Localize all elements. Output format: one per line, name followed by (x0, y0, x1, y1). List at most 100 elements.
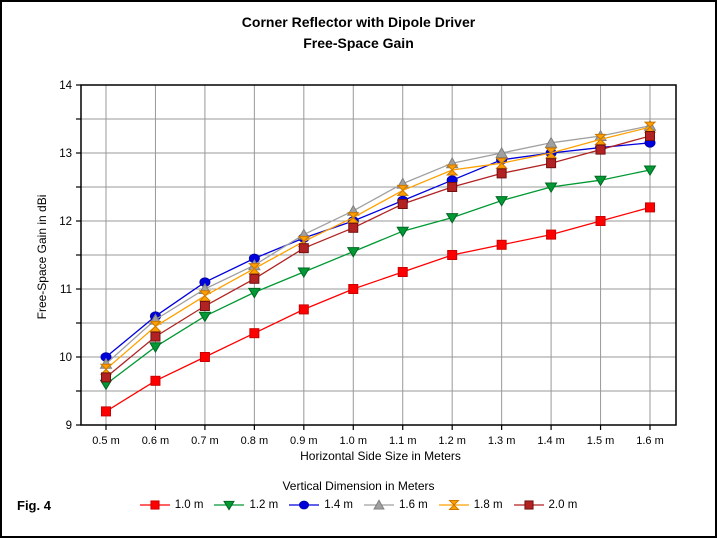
y-tick-label: 9 (66, 420, 72, 432)
square-marker (447, 250, 458, 260)
figure-label: Fig. 4 (17, 498, 51, 513)
triangle-down-marker (445, 213, 459, 224)
triangle-down-marker (544, 182, 558, 194)
legend-marker (513, 500, 544, 510)
legend-label: 1.6 m (399, 499, 428, 511)
square-marker (595, 144, 606, 155)
x-tick-label: 1.4 m (537, 435, 565, 447)
x-tick-label: 0.7 m (191, 435, 219, 447)
triangle-down-marker (198, 311, 212, 323)
square-marker (348, 284, 359, 294)
series-1-4-m (100, 138, 656, 362)
square-marker (101, 372, 111, 383)
square-marker (249, 328, 260, 339)
square-marker (496, 168, 507, 179)
y-tick-label: 11 (60, 284, 72, 296)
y-tick-label: 13 (59, 148, 72, 160)
series-line (105, 125, 651, 365)
square-marker (595, 216, 606, 226)
square-marker (546, 158, 557, 169)
triangle-down-marker (223, 500, 236, 511)
y-tick-label: 14 (59, 80, 72, 92)
square-marker (298, 304, 309, 315)
bowtie-marker (495, 157, 508, 169)
x-tick-label: 1.5 m (587, 435, 615, 447)
legend-title: Vertical Dimension in Meters (282, 479, 435, 493)
triangle-down-marker (594, 175, 607, 187)
series-line (105, 169, 651, 385)
square-marker (298, 243, 309, 254)
bowtie-marker (149, 320, 162, 332)
square-marker (199, 352, 210, 362)
triangle-down-marker (247, 287, 261, 299)
legend-item-1-8-m: 1.8 m (438, 498, 503, 512)
square-marker (645, 131, 655, 141)
legend-marker (214, 500, 245, 511)
triangle-up-marker (373, 499, 385, 510)
bowtie-marker (544, 147, 558, 159)
square-marker (645, 202, 655, 213)
square-marker (397, 267, 408, 277)
x-tick-label: 1.1 m (389, 435, 417, 447)
bowtie-marker (396, 184, 409, 196)
series-line (105, 126, 651, 370)
series-1-8-m (99, 121, 657, 375)
legend-marker (139, 500, 170, 510)
triangle-down-marker (643, 165, 657, 177)
triangle-down-marker (297, 267, 311, 279)
legend-item-1-6-m: 1.6 m (364, 498, 428, 512)
series-line (105, 135, 651, 378)
series-1-2-m (99, 165, 657, 391)
x-tick-label: 0.9 m (290, 435, 318, 447)
triangle-down-marker (396, 226, 410, 238)
bowtie-marker (248, 263, 261, 275)
square-marker (397, 199, 408, 209)
legend-label: 1.4 m (324, 499, 353, 511)
chart-subtitle: Free-Space Gain (303, 35, 414, 51)
square-marker (150, 375, 161, 386)
triangle-down-marker (149, 342, 162, 353)
legend: 1.0 m 1.2 m 1.4 m 1.6 m 1.8 m 2.0 m (2, 496, 715, 514)
x-tick-label: 1.3 m (488, 435, 516, 447)
x-axis-title: Horizontal Side Size in Meters (300, 449, 461, 463)
bowtie-marker (448, 500, 460, 510)
legend-item-2-0-m: 2.0 m (513, 498, 578, 512)
series-1-0-m (101, 202, 655, 417)
bowtie-marker (594, 133, 607, 145)
square-marker (249, 273, 260, 284)
x-tick-label: 0.8 m (241, 435, 269, 447)
x-tick-label: 1.2 m (438, 435, 466, 447)
square-marker (523, 500, 534, 510)
legend-item-1-2-m: 1.2 m (214, 498, 278, 512)
legend-marker (364, 499, 394, 510)
bowtie-marker (445, 164, 459, 176)
triangle-down-marker (495, 196, 509, 207)
square-marker (447, 182, 458, 192)
legend-marker (289, 500, 320, 510)
series-line (105, 142, 651, 358)
bowtie-marker (198, 290, 212, 302)
y-tick-label: 12 (59, 216, 72, 228)
chart-title: Corner Reflector with Dipole Driver (241, 14, 476, 30)
triangle-up-marker (495, 146, 508, 158)
x-tick-label: 1.6 m (636, 435, 664, 447)
square-marker (348, 222, 359, 233)
legend-label: 1.8 m (473, 499, 503, 511)
y-tick-label: 10 (59, 352, 72, 364)
square-marker (496, 239, 507, 250)
square-marker (546, 229, 557, 240)
legend-item-1-0-m: 1.0 m (139, 498, 204, 512)
legend-label: 1.0 m (174, 499, 204, 511)
legend-label: 1.2 m (249, 499, 279, 511)
square-marker (150, 500, 160, 510)
legend-item-1-4-m: 1.4 m (289, 498, 353, 512)
x-tick-label: 1.0 m (340, 435, 368, 447)
square-marker (199, 301, 210, 311)
series-line (105, 206, 651, 412)
x-tick-label: 0.5 m (92, 435, 120, 447)
legend-label: 2.0 m (548, 499, 578, 511)
y-axis-title: Free-Space Gain in dBi (35, 194, 49, 320)
circle-marker (299, 500, 310, 510)
chart-title-block: Corner Reflector with Dipole Driver Free… (2, 12, 715, 54)
